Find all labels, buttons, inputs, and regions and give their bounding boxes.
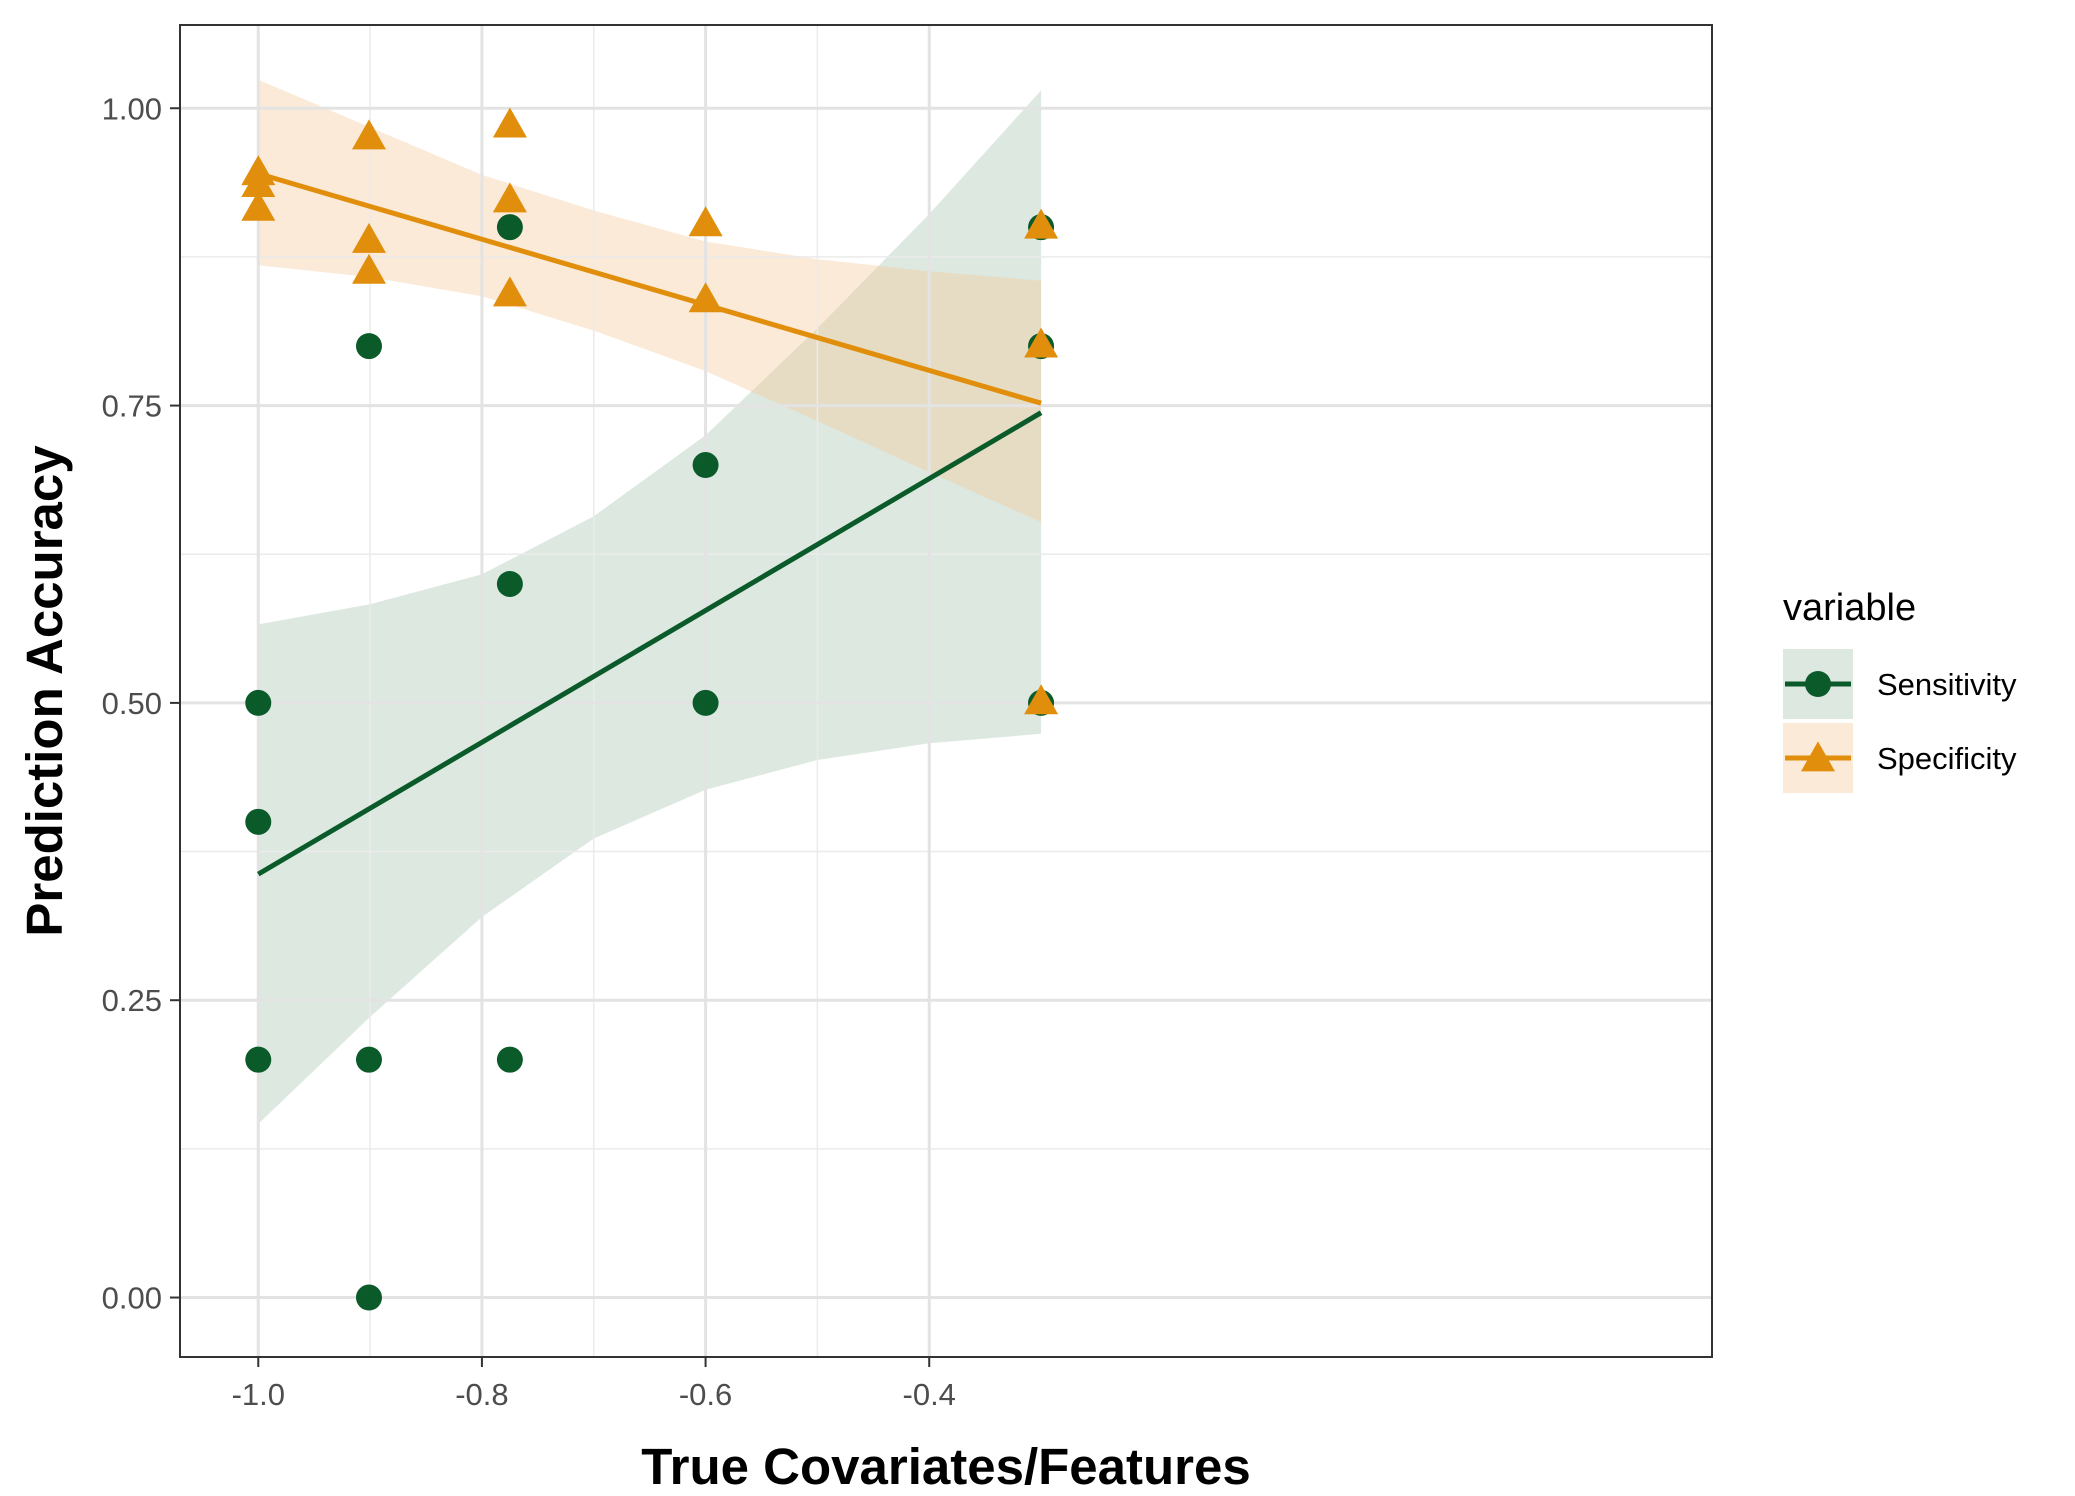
point-specificity — [352, 222, 386, 253]
legend-entries: Sensitivity Specificity — [1783, 649, 2017, 793]
fit-line-sensitivity — [257, 410, 1043, 877]
y-axis-title: Prediction Accuracy — [16, 445, 73, 937]
point-specificity — [352, 119, 386, 150]
point-specificity — [492, 182, 527, 213]
data-points — [241, 107, 1059, 1311]
point-specificity — [492, 107, 527, 138]
confidence-band-sensitivity — [258, 90, 1042, 1124]
y-tick-label: 0.50 — [102, 686, 162, 721]
point-specificity — [688, 206, 723, 237]
point-sensitivity — [355, 333, 382, 360]
y-tick-label: 0.75 — [102, 389, 162, 424]
confidence-bands — [180, 25, 1712, 1357]
point-specificity — [688, 282, 723, 313]
point-specificity — [1024, 208, 1059, 239]
point-sensitivity — [692, 452, 719, 479]
legend-label: Sensitivity — [1877, 667, 2017, 702]
point-sensitivity — [355, 1046, 382, 1073]
x-tick-label: -1.0 — [232, 1377, 285, 1412]
fit-line-specificity — [257, 171, 1042, 406]
point-sensitivity — [496, 214, 523, 241]
legend-label: Specificity — [1877, 741, 2017, 776]
point-sensitivity — [245, 808, 272, 835]
y-tick-label: 1.00 — [102, 91, 162, 126]
point-specificity — [492, 276, 527, 307]
legend-entry-specificity: Specificity — [1783, 723, 2017, 793]
x-tick-label: -0.6 — [679, 1377, 732, 1412]
point-specificity — [1024, 327, 1059, 358]
point-sensitivity — [245, 1046, 272, 1073]
plot-background — [180, 25, 1712, 1357]
fit-lines — [257, 171, 1043, 877]
point-specificity — [352, 253, 386, 284]
point-sensitivity — [245, 689, 272, 716]
point-sensitivity — [496, 1046, 523, 1073]
point-specificity — [1024, 684, 1059, 715]
confidence-band-specificity — [258, 79, 1042, 523]
x-tick-label: -0.4 — [903, 1377, 956, 1412]
y-axis-ticks: 0.00 0.25 0.50 0.75 1.00 — [102, 91, 180, 1316]
legend-key-marker — [1805, 671, 1831, 697]
plot-frame — [179, 24, 1713, 1358]
legend-title: variable — [1783, 587, 1916, 629]
legend-entry-sensitivity: Sensitivity — [1783, 649, 2017, 719]
point-sensitivity — [355, 1284, 382, 1311]
point-specificity — [241, 190, 276, 221]
legend-key-marker — [1801, 741, 1835, 772]
point-sensitivity — [496, 570, 523, 597]
x-axis-title: True Covariates/Features — [641, 1438, 1250, 1491]
x-axis-ticks: -1.0 -0.8 -0.6 -0.4 — [232, 1357, 956, 1412]
point-sensitivity — [692, 689, 719, 716]
x-tick-label: -0.8 — [455, 1377, 508, 1412]
y-tick-label: 0.00 — [102, 1281, 162, 1316]
point-specificity — [241, 167, 276, 197]
y-tick-label: 0.25 — [102, 983, 162, 1018]
legend: variable Sensitivity Specificity — [1783, 587, 2017, 793]
